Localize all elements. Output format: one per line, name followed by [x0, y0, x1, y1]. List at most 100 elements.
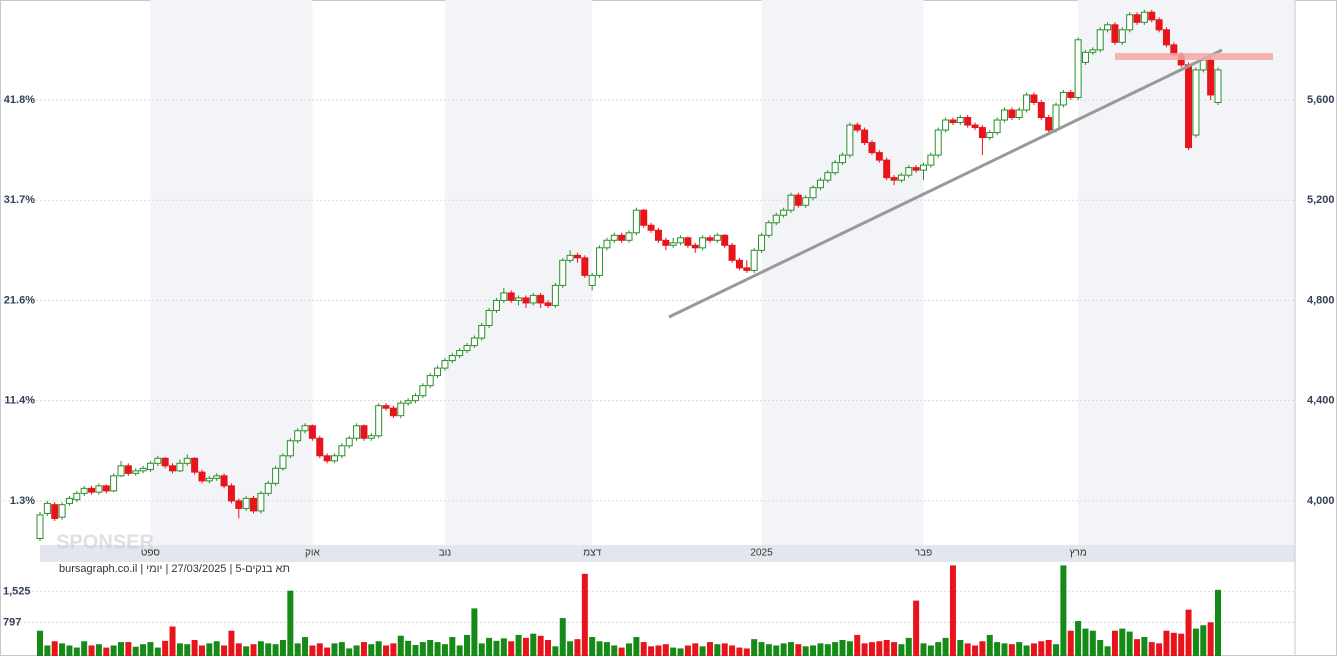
y-left-tick-label: 31.7%: [4, 194, 35, 206]
candle-body: [1207, 59, 1215, 96]
volume-bar: [169, 626, 176, 656]
volume-bar: [868, 642, 875, 656]
candle-body: [191, 457, 199, 473]
volume-bar: [618, 647, 625, 656]
volume-bar: [567, 641, 574, 656]
volume-bar: [1053, 644, 1060, 656]
volume-bar: [1148, 642, 1155, 656]
candle-body: [868, 142, 876, 154]
volume-bar: [1001, 643, 1008, 656]
candle-body: [1023, 94, 1031, 111]
volume-bar: [59, 643, 66, 656]
candle-body: [323, 455, 331, 462]
volume-bar: [839, 639, 846, 656]
candle-body: [978, 127, 986, 139]
candle-body: [411, 395, 419, 402]
candle-body: [1000, 109, 1008, 121]
volume-bar: [66, 645, 73, 656]
candle-body: [765, 222, 773, 236]
candle-body: [625, 232, 633, 241]
volume-bar: [935, 642, 942, 656]
y-tick-label: 5,200: [1307, 194, 1335, 206]
volume-bar: [191, 639, 198, 656]
candle-body: [397, 402, 405, 417]
candle-body: [1126, 14, 1134, 31]
volume-bar: [221, 645, 228, 656]
candle-body: [706, 237, 714, 241]
volume-bar: [140, 644, 147, 656]
volume-bar: [1163, 630, 1170, 656]
volume-bar: [309, 645, 316, 656]
candle-body: [588, 274, 596, 286]
volume-bar: [1178, 633, 1185, 656]
volume-bar: [154, 647, 161, 656]
volume-bar: [994, 642, 1001, 656]
volume-bar: [1215, 589, 1221, 656]
candle-body: [1148, 11, 1156, 21]
candle-body: [110, 475, 118, 492]
volume-bar: [353, 645, 360, 656]
candle-body: [264, 482, 272, 494]
volume-bar: [1156, 643, 1163, 656]
volume-bar: [338, 642, 345, 656]
candle-body: [905, 167, 913, 176]
candle-body: [632, 209, 640, 234]
y-tick-label: 4,000: [1307, 495, 1335, 507]
volume-bar: [110, 645, 117, 656]
volume-bar: [522, 637, 529, 656]
volume-bar: [913, 600, 920, 656]
candle-body: [316, 437, 324, 457]
volume-bar: [375, 641, 382, 656]
volume-bar: [603, 642, 610, 656]
candle-body: [213, 475, 221, 479]
volume-bar: [51, 641, 58, 656]
volume-bar: [1126, 631, 1133, 656]
y-tick-label: 4,400: [1307, 395, 1335, 407]
candle-body: [419, 385, 427, 397]
volume-bar: [228, 630, 235, 656]
candle-body: [640, 209, 648, 226]
candle-body: [809, 187, 817, 199]
candle-body: [242, 497, 250, 509]
candle-body: [993, 119, 1001, 134]
volume-bar: [464, 634, 471, 656]
candle-body: [124, 465, 132, 474]
candle-body: [279, 455, 287, 469]
candle-body: [183, 457, 191, 464]
volume-bar: [235, 643, 242, 656]
volume-bar: [360, 642, 367, 656]
candle-body: [1015, 109, 1023, 119]
volume-bar: [721, 643, 728, 656]
volume-bar: [942, 637, 949, 656]
volume-bar: [1045, 639, 1052, 656]
candle-body: [205, 477, 213, 482]
candle-body: [750, 249, 758, 271]
volume-bar: [441, 644, 448, 656]
candle-body: [382, 405, 390, 409]
candle-body: [596, 247, 604, 276]
candle-body: [522, 297, 530, 304]
candle-body: [654, 229, 662, 241]
volume-bar: [213, 641, 220, 656]
candle-body: [1104, 24, 1112, 31]
candle-body: [1074, 39, 1082, 98]
candle-body: [920, 164, 927, 171]
volume-tick-label: 797: [3, 616, 21, 628]
volume-bar: [1119, 628, 1126, 656]
volume-bar: [81, 641, 88, 656]
x-tick-label: אוק: [305, 548, 320, 559]
candle-body: [73, 492, 81, 501]
candle-body: [949, 119, 957, 124]
volume-bar: [73, 647, 80, 656]
candle-body: [1192, 69, 1200, 136]
trend-line: [668, 48, 1223, 319]
volume-bar: [419, 642, 426, 656]
candle-body: [986, 132, 994, 139]
volume-bar: [714, 644, 721, 656]
candle-body: [286, 440, 294, 457]
volume-bar: [279, 639, 286, 656]
candle-body: [367, 435, 375, 439]
volume-bar: [552, 646, 559, 656]
volume-bar: [972, 645, 979, 656]
volume-bar: [478, 643, 485, 656]
